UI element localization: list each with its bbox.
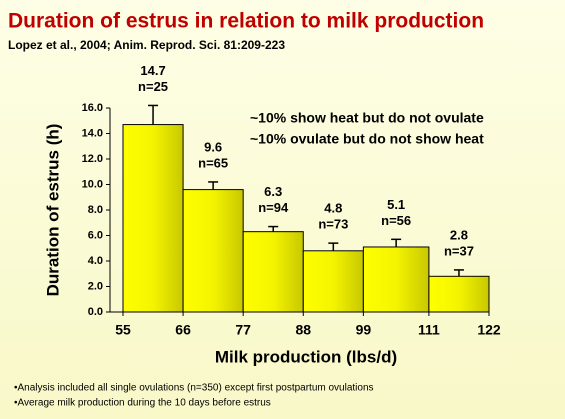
bar [302, 250, 364, 313]
y-tick-label: 14.0 [82, 127, 103, 139]
annotation: ~10% show heat but do not ovulate [250, 110, 484, 126]
x-tick-label: 55 [115, 322, 131, 338]
y-tick-label: 10.0 [82, 178, 103, 190]
n-label: n=56 [381, 213, 411, 228]
chart-title: Duration of estrus in relation to milk p… [8, 10, 484, 33]
y-tick-label: 2.0 [88, 280, 103, 292]
y-tick-label: 16.0 [82, 102, 103, 114]
n-label: n=94 [258, 200, 289, 215]
n-label: n=25 [138, 79, 168, 94]
n-label: n=37 [444, 243, 474, 258]
x-tick-label: 88 [295, 322, 311, 338]
error-bar [148, 104, 159, 125]
value-label: 2.8 [450, 227, 468, 242]
annotation: ~10% ovulate but do not show heat [250, 131, 484, 147]
x-tick-label: 77 [235, 322, 251, 338]
bar [182, 189, 244, 313]
x-tick-label: 66 [175, 322, 191, 338]
y-tick-label: 12.0 [82, 153, 103, 165]
value-label: 6.3 [264, 184, 282, 199]
x-tick-label: 99 [356, 322, 372, 338]
subtitle: Lopez et al., 2004; Anim. Reprod. Sci. 8… [8, 38, 285, 52]
bar [122, 124, 184, 313]
error-bar [453, 269, 464, 277]
x-tick-label: 111 [418, 322, 440, 338]
footnote: •Average milk production during the 10 d… [14, 398, 271, 409]
value-label: 14.7 [140, 63, 165, 78]
n-label: n=65 [198, 155, 228, 170]
x-axis-label: Milk production (lbs/d) [215, 347, 397, 366]
n-label: n=73 [318, 217, 348, 232]
error-bar [391, 238, 402, 247]
value-label: 9.6 [204, 139, 222, 154]
bar [362, 246, 430, 313]
bar [242, 231, 304, 313]
error-bar [328, 242, 339, 251]
footnote: •Analysis included all single ovulations… [14, 383, 374, 394]
error-bar [268, 225, 279, 232]
y-tick-label: 0.0 [88, 306, 103, 318]
x-tick-label: 122 [477, 322, 501, 338]
value-label: 5.1 [387, 197, 405, 212]
error-bar [208, 181, 219, 190]
y-tick-label: 6.0 [88, 229, 103, 241]
y-tick-label: 4.0 [88, 255, 103, 267]
value-label: 4.8 [324, 201, 342, 216]
bar [428, 275, 490, 313]
y-tick-label: 8.0 [88, 204, 103, 216]
y-axis-label: Duration of estrus (h) [43, 124, 62, 297]
